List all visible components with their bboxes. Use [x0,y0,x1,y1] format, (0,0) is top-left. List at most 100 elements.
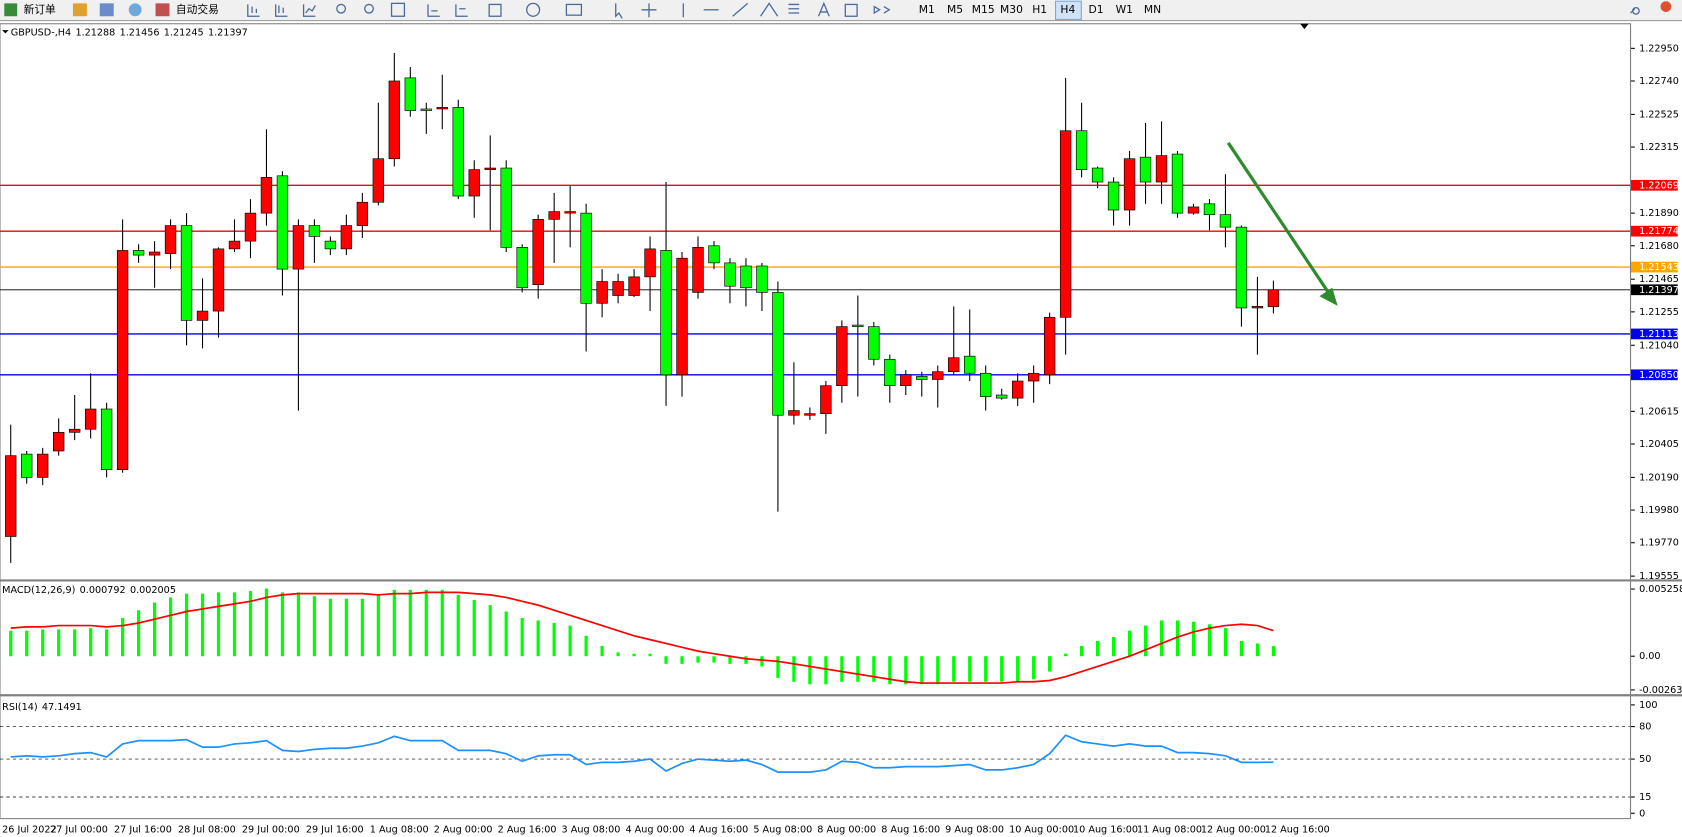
search-icon[interactable] [1630,7,1640,15]
plot-layer: 1.22950 1.22740 1.22525 1.22315 1.21890 1.216… [0,23,1682,835]
indicators-icon[interactable] [488,3,502,17]
macd-bar [424,589,428,657]
macd-bar [328,598,333,657]
zoom-in-icon[interactable] [336,3,347,14]
timeframe-button[interactable]: D1 [1089,3,1104,16]
macd-bar [232,592,237,657]
macd-bar [57,629,61,657]
ohlc-high: 1.21456 [120,27,160,38]
macd-bar [1175,620,1180,657]
x-tick-label: 1 Aug 08:00 [370,824,429,835]
toolbar-icon[interactable] [72,3,87,17]
notification-badge[interactable] [1660,1,1672,12]
autoscroll-icon[interactable] [427,4,440,17]
candle-body [1203,203,1216,216]
toolbar-icons[interactable] [247,1,1640,19]
toolbar-icon[interactable] [128,3,142,17]
candle-body [932,371,944,380]
timeframe-button[interactable]: H1 [1032,3,1047,16]
x-tick-label: 27 Jul 16:00 [114,824,172,835]
macd-bar [792,656,796,682]
macd-bar [360,598,364,657]
rsi-line [10,734,1274,773]
timeframe-button[interactable]: W1 [1116,3,1133,16]
line-icon[interactable] [302,4,316,17]
candle-body [1187,206,1200,214]
macd-bar [1255,643,1260,657]
macd-bar [968,656,972,682]
auto-trading-button[interactable]: 自动交易 [176,3,219,16]
macd-bar [248,591,253,657]
candle-body [452,107,464,197]
macd-bar [824,656,828,685]
cursor-icon[interactable] [615,3,623,19]
symbol: GBPUSD-,H4 [11,27,71,38]
price-level-tag [1630,225,1678,237]
toolbar-icon[interactable] [99,3,114,17]
zoom-out-icon[interactable] [364,3,374,14]
macd-bar [152,602,157,657]
timeframe-button[interactable]: M30 [1000,3,1023,16]
timeframe-button[interactable]: M15 [972,3,995,16]
timeframe-button[interactable]: H4 [1060,3,1075,16]
candle-body [148,251,161,256]
candle-body [1011,380,1024,399]
candle-body [436,107,448,110]
macd-bar [312,596,317,657]
tile-icon[interactable] [390,2,406,17]
ohlc-close: 1.21397 [208,27,248,38]
macd-value: 0.000792 [80,585,126,596]
macd-bar [89,628,93,657]
macd-bar [136,610,141,657]
y-tick-label: 1.19770 [1639,538,1679,549]
candle-body [740,265,752,289]
candle-body [84,408,97,430]
macd-bar [760,656,764,667]
macd-bar [1032,656,1036,680]
macd-bar [1079,646,1084,657]
bar-chart-icon[interactable] [247,4,260,17]
timeframe-button[interactable]: M1 [919,3,935,16]
candle-body [1043,316,1056,376]
macd-bar [1016,656,1020,682]
macd-bar [264,588,269,657]
label-icon[interactable] [844,3,858,17]
x-tick-label: 5 Aug 08:00 [753,824,812,835]
rsi-value: 47.1491 [42,702,82,713]
trendline-icon[interactable] [732,2,749,17]
timeframe-button[interactable]: M5 [947,3,963,16]
text-icon[interactable] [817,1,830,17]
price-level-label: 1.21774 [1639,226,1679,237]
price-level-label: 1.22069 [1639,180,1679,191]
x-tick-label: 8 Aug 16:00 [881,824,940,835]
candle-body [116,250,129,470]
macd-bar [1223,628,1228,657]
periods-icon[interactable] [526,2,541,17]
x-tick-label: 3 Aug 08:00 [562,824,621,835]
shift-icon[interactable] [455,4,468,17]
chart-frame [0,23,1632,820]
arrow-head [1319,287,1338,306]
y-tick-label: 1.22315 [1639,142,1679,153]
forecast-arrow [1226,141,1338,306]
macd-bar [728,656,732,664]
timeframe-button[interactable]: MN [1144,3,1161,16]
templates-icon[interactable] [565,3,583,16]
crosshair-icon[interactable] [641,3,657,18]
price-level-label: 1.20850 [1639,370,1679,381]
y-tick-label: 1.21465 [1639,274,1679,285]
candle-body [836,326,848,387]
arrows-icon[interactable] [873,5,891,15]
candle-body [228,240,241,250]
fibo-icon[interactable] [788,3,800,14]
channel-icon[interactable] [760,2,779,17]
candle-body [900,374,912,387]
auto-trading-icon[interactable] [155,3,170,17]
new-order-icon[interactable] [4,3,18,17]
y-tick-label: 80 [1639,722,1651,733]
candle-icon[interactable] [275,4,288,17]
x-tick-label: 10 Aug 00:00 [1009,824,1074,835]
candle-body [1107,181,1120,211]
rsi-title: RSI(14) [2,702,37,713]
new-order-button[interactable]: 新订单 [24,3,56,16]
